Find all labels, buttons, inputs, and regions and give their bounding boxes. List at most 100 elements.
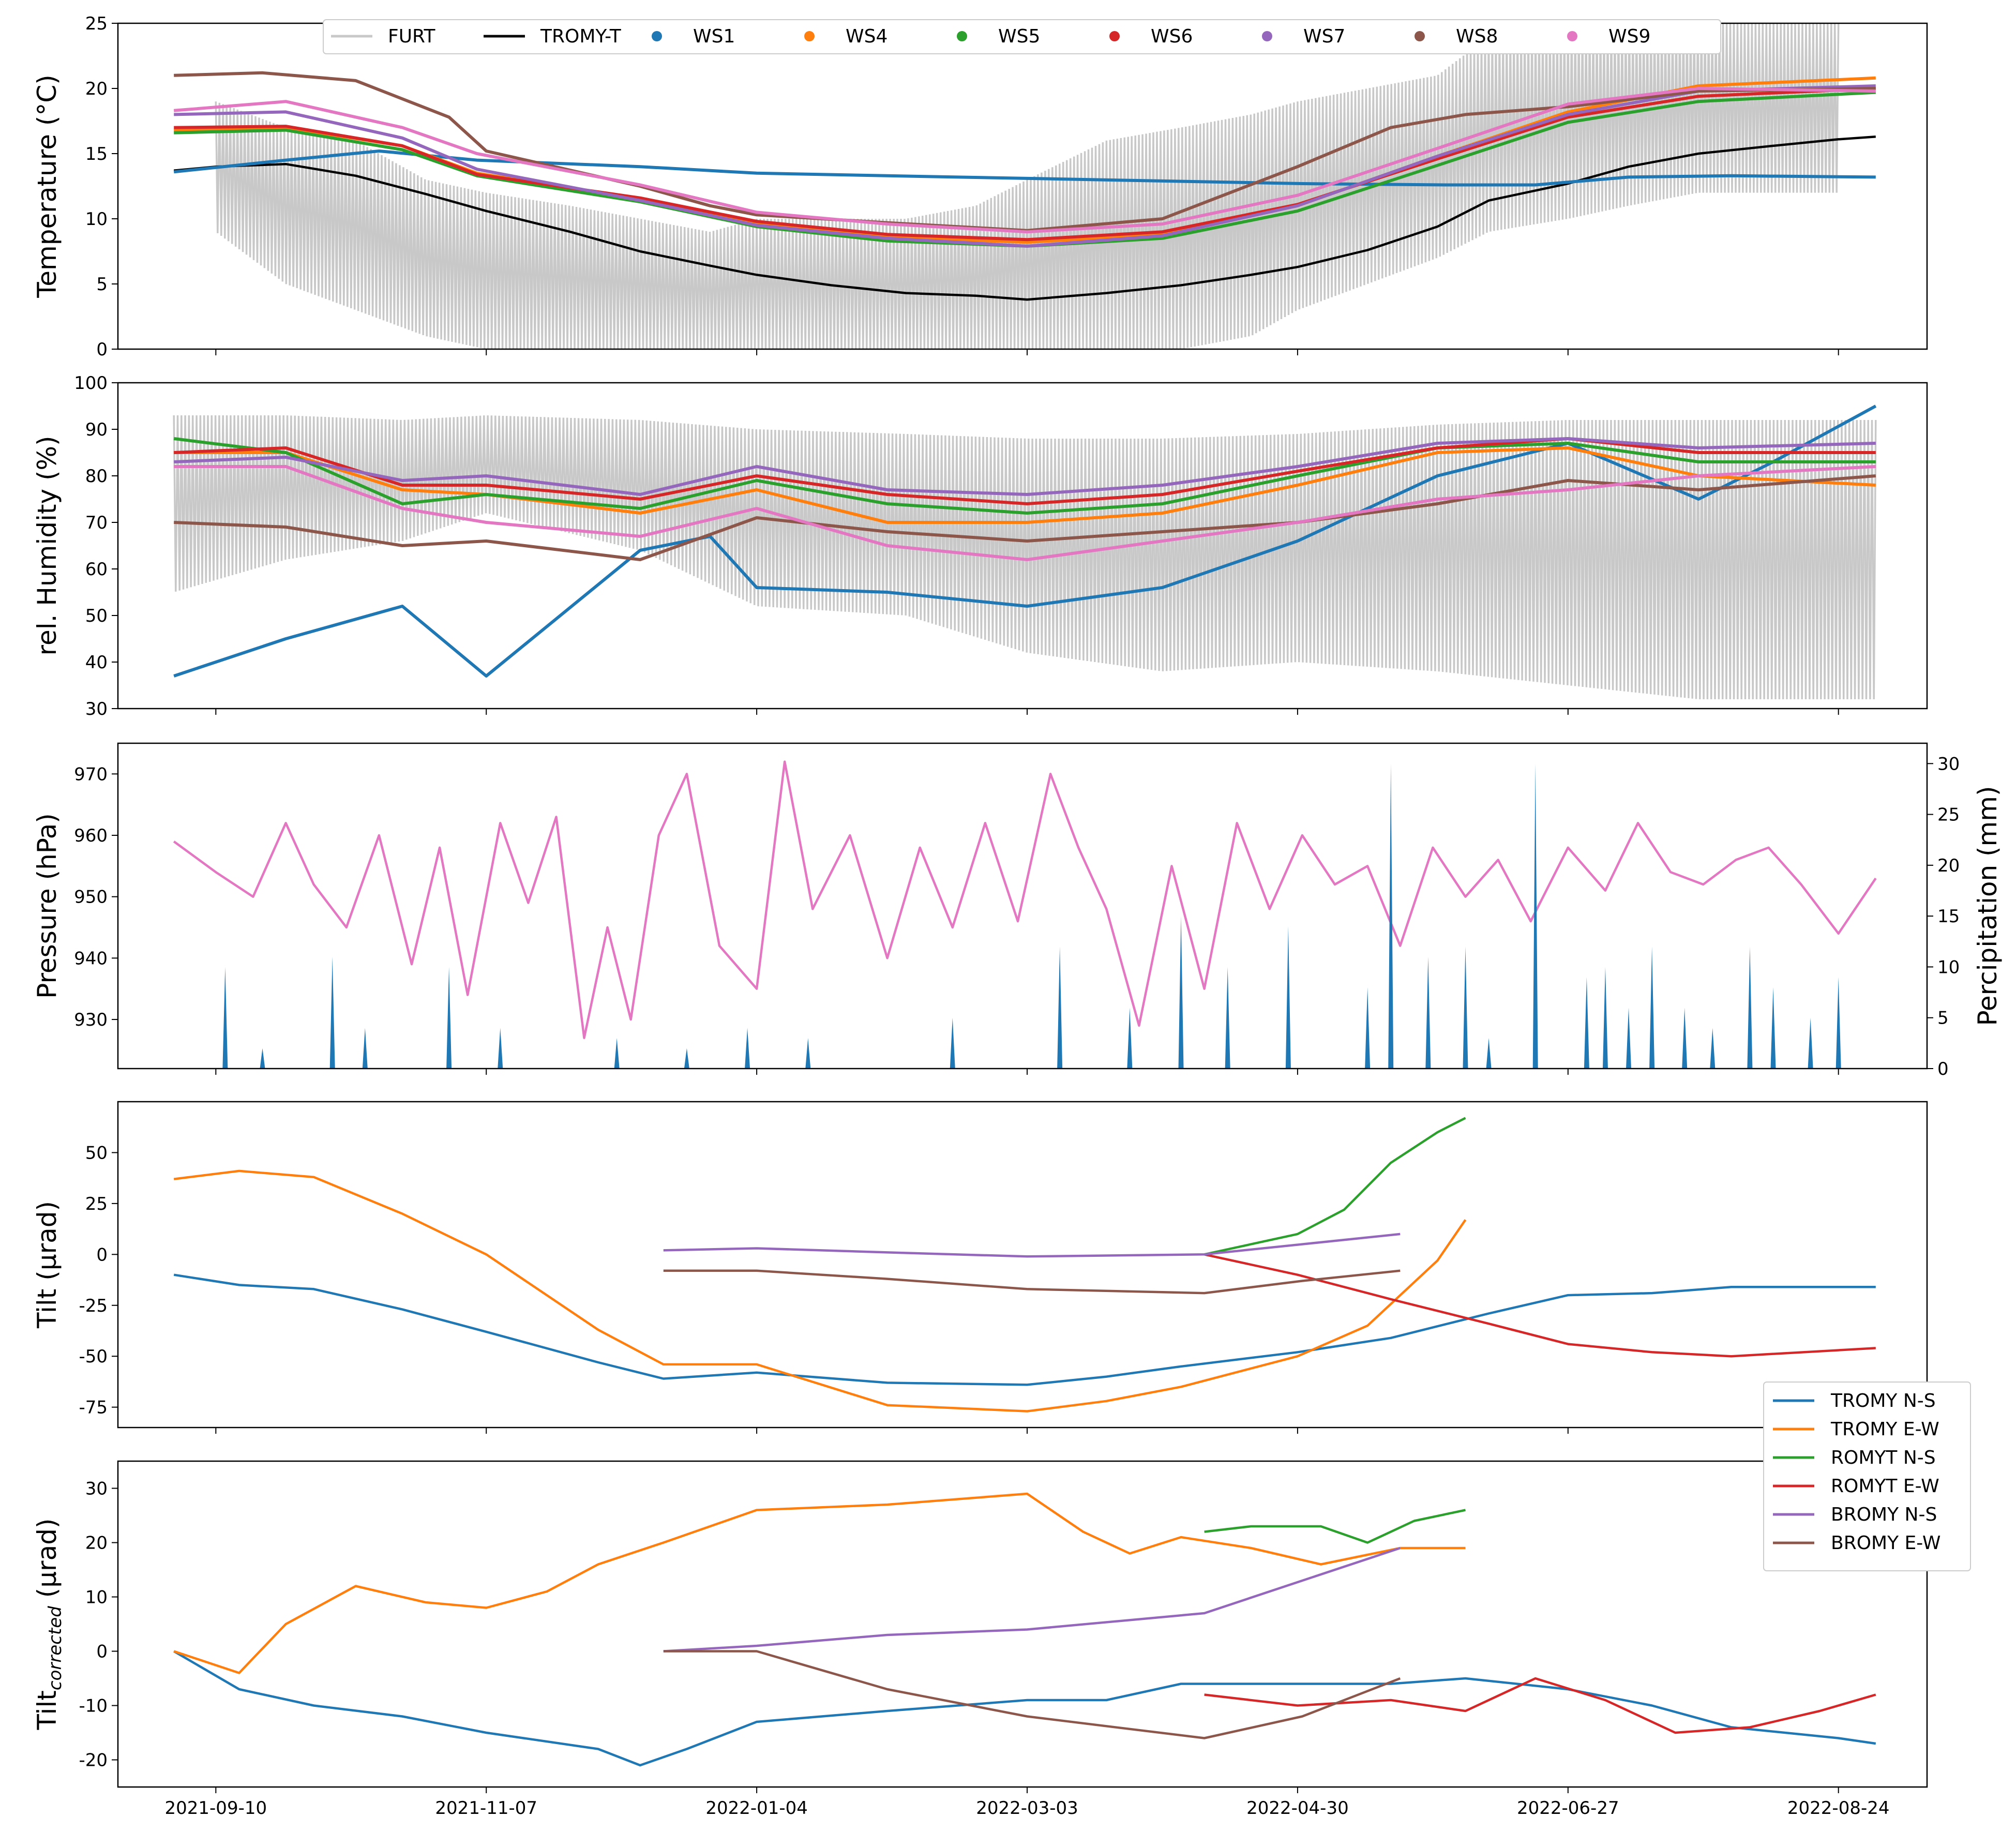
y-tick-label: 0: [96, 1642, 108, 1662]
panel-3: 930 940 950 960 970 0 5 10 15 20 25 30 Percipitation…: [32, 742, 2003, 1079]
legend-label: ROMYT E-W: [1831, 1476, 1939, 1497]
y-tick-label: 20: [85, 1533, 108, 1554]
precipitation-spike: [805, 1038, 811, 1069]
series-tromy-e-w: [173, 1492, 1466, 1674]
y2-tick-label: 25: [1937, 805, 1960, 825]
series-bromy-e-w: [663, 1650, 1401, 1739]
y-tick-label: 50: [85, 1143, 108, 1163]
x-tick-label: 2021-11-07: [435, 1798, 537, 1819]
legend-label: WS8: [1456, 26, 1498, 47]
y2-tick-label: 20: [1937, 855, 1960, 876]
precipitation-spike: [1425, 956, 1431, 1069]
precipitation-spike: [1649, 947, 1655, 1069]
panel-1: 0 5 10 15 20 25 Temperature (°C): [32, 13, 1928, 360]
precipitation-spike: [222, 967, 228, 1069]
y2-tick-label: 30: [1937, 754, 1960, 774]
legend-label: WS5: [998, 26, 1040, 47]
y2-tick-label: 0: [1937, 1059, 1949, 1079]
legend-marker: [1262, 31, 1272, 41]
precipitation-spike: [1365, 987, 1371, 1069]
y-axis-title: Tilt (μrad): [32, 1201, 62, 1329]
legend-label: BROMY N-S: [1831, 1504, 1937, 1525]
legend-label: WS9: [1608, 26, 1650, 47]
legend-marker: [1415, 31, 1425, 41]
precipitation-spike: [1682, 1008, 1688, 1069]
precipitation-spike: [1626, 1008, 1632, 1069]
series-romyt-e-w: [1204, 1253, 1876, 1358]
series-romyt-e-w: [1204, 1677, 1876, 1734]
panel-2: 30 40 50 60 70 80 90 100 rel. Humidity (%): [32, 373, 1928, 719]
series-tromy-t: [173, 135, 1876, 301]
series-romyt-n-s: [1204, 1509, 1466, 1544]
y-axis-title: rel. Humidity (%): [32, 436, 62, 655]
plot-area: [173, 1492, 1876, 1767]
x-tick-label: 2022-08-24: [1787, 1798, 1890, 1819]
y-tick-label: 30: [85, 699, 108, 719]
y-axis-title: Pressure (hPa): [32, 813, 62, 999]
precipitation-spike: [1602, 967, 1608, 1069]
legend-label: FURT: [388, 26, 435, 47]
legend-marker: [1109, 31, 1120, 41]
y-tick-label: 970: [74, 764, 108, 785]
series-tromy-n-s: [173, 1650, 1876, 1767]
precipitation-spike: [362, 1028, 368, 1069]
y-tick-label: 90: [85, 419, 108, 440]
series-tromy-n-s: [173, 1273, 1876, 1386]
series-ws6: [174, 87, 1876, 242]
precipitation-spike: [1486, 1038, 1492, 1069]
y-tick-label: 25: [85, 13, 108, 34]
precipitation-spike: [684, 1048, 689, 1069]
precipitation-spike: [1747, 947, 1753, 1069]
precipitation-spike: [1710, 1028, 1716, 1069]
y-axis-title: Tiltcorrected (μrad): [32, 1519, 66, 1731]
precipitation-spike: [1127, 1008, 1133, 1069]
series-ws8: [174, 474, 1876, 561]
precipitation-spike: [1388, 763, 1394, 1069]
series-ws7: [174, 84, 1876, 248]
plot-area: [173, 760, 1877, 1069]
plot-area: [173, 1117, 1876, 1413]
precipitation-spike: [1057, 947, 1063, 1069]
y-axis-title: Temperature (°C): [32, 74, 62, 298]
y-tick-label: 40: [85, 652, 108, 673]
precipitation-spike: [1532, 763, 1538, 1069]
legend-marker: [804, 31, 815, 41]
legend-label: ROMYT N-S: [1831, 1447, 1936, 1468]
y-tick-label: 70: [85, 513, 108, 533]
precipitation-spike: [1770, 987, 1776, 1069]
series-ws9: [173, 87, 1876, 234]
legend-box: [1763, 1381, 1971, 1571]
legend-label: BROMY E-W: [1831, 1533, 1940, 1554]
series-bromy-n-s: [663, 1546, 1401, 1653]
precipitation-spike: [950, 1017, 955, 1069]
precipitation-spike: [260, 1048, 265, 1069]
x-tick-label: 2022-03-03: [976, 1798, 1078, 1819]
y-tick-label: 950: [74, 887, 108, 908]
y-tick-label: 0: [96, 339, 108, 360]
y2-tick-label: 15: [1937, 906, 1960, 927]
y-tick-label: 60: [85, 559, 108, 580]
precipitation-spike: [1463, 947, 1468, 1069]
precipitation-spike: [614, 1038, 620, 1069]
series-bromy-n-s: [663, 1233, 1401, 1258]
precipitation-spike: [498, 1028, 503, 1069]
legend-label: WS4: [846, 26, 887, 47]
series-ws7: [174, 437, 1876, 496]
axes-frame: [117, 742, 1928, 1070]
legend-marker: [957, 31, 967, 41]
y-tick-label: 930: [74, 1010, 108, 1030]
y-tick-label: -25: [79, 1296, 108, 1316]
precipitation-spike: [1808, 1017, 1813, 1069]
precipitation-spike: [745, 1028, 750, 1069]
precipitation-spike: [1285, 926, 1291, 1069]
series-furt: [173, 415, 1877, 700]
x-tick-label: 2022-01-04: [705, 1798, 808, 1819]
legend-marker: [1567, 31, 1577, 41]
y-tick-label: 20: [85, 79, 108, 99]
precipitation-spike: [1178, 916, 1184, 1069]
y-tick-label: 25: [85, 1194, 108, 1214]
legend-marker: [652, 31, 662, 41]
y-tick-label: 80: [85, 466, 108, 487]
y-tick-label: -10: [79, 1696, 108, 1717]
